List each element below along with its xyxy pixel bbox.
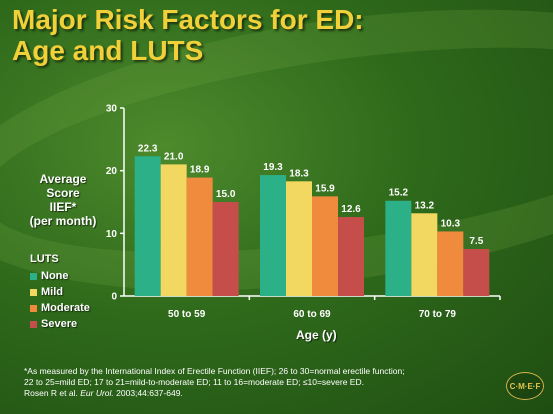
logo-text: C·M·E·F: [509, 381, 541, 391]
bar-value-label: 18.9: [190, 165, 210, 176]
cmef-logo: C·M·E·F: [506, 372, 544, 400]
bar-value-label: 22.3: [138, 143, 158, 154]
legend: LUTS None Mild Moderate Severe: [30, 253, 90, 332]
x-axis-label: Age (y): [296, 328, 337, 342]
y-axis-label-line: (per month): [29, 214, 97, 228]
legend-label: Moderate: [41, 302, 90, 314]
slide-title: Major Risk Factors for ED: Age and LUTS: [12, 4, 364, 66]
title-line-2: Age and LUTS: [12, 35, 204, 66]
legend-swatch: [30, 320, 37, 328]
y-tick-label: 10: [106, 229, 118, 240]
legend-label: None: [41, 270, 69, 282]
bar: [186, 177, 213, 296]
citation: Rosen R et al. Eur Urol. 2003;44:637-649…: [24, 388, 183, 398]
y-axis-label: Average Score IIEF* (per month): [18, 172, 108, 228]
bar-value-label: 7.5: [469, 236, 483, 247]
footnote-line: *As measured by the International Index …: [24, 366, 405, 376]
legend-label: Severe: [41, 318, 78, 330]
bar: [338, 217, 364, 296]
legend-item-mild: Mild: [30, 284, 90, 300]
title-line-1: Major Risk Factors for ED:: [12, 4, 364, 35]
legend-item-none: None: [30, 268, 90, 284]
bar: [463, 249, 490, 296]
legend-swatch: [30, 288, 37, 296]
legend-item-severe: Severe: [30, 316, 90, 332]
x-tick-label: 50 to 59: [168, 309, 206, 320]
bar-value-label: 21.0: [164, 151, 184, 162]
legend-label: Mild: [41, 286, 63, 298]
bar-value-label: 15.0: [216, 189, 236, 200]
bar-value-label: 18.3: [289, 168, 309, 179]
bar-value-label: 12.6: [341, 204, 361, 215]
bar: [160, 164, 187, 296]
legend-title: LUTS: [30, 253, 59, 265]
legend-swatch: [30, 304, 37, 312]
bar: [134, 156, 161, 296]
footnote: *As measured by the International Index …: [24, 366, 494, 388]
bar: [312, 196, 338, 296]
bar-value-label: 13.2: [415, 200, 435, 211]
legend-item-moderate: Moderate: [30, 300, 90, 316]
x-tick-label: 70 to 79: [419, 309, 457, 320]
x-tick-label: 60 to 69: [293, 309, 331, 320]
y-tick-label: 0: [111, 292, 117, 303]
citation-details: 2003;44:637-649.: [113, 388, 183, 398]
bar: [212, 202, 239, 296]
bar: [385, 200, 412, 296]
legend-swatch: [30, 272, 37, 280]
bar-value-label: 15.9: [315, 183, 335, 194]
bar-value-label: 19.3: [263, 162, 283, 173]
bar: [411, 213, 438, 296]
bar: [260, 175, 286, 296]
citation-journal: Eur Urol.: [80, 388, 114, 398]
bar: [437, 231, 464, 296]
y-axis-label-line: IIEF*: [49, 200, 77, 214]
bar: [286, 181, 312, 296]
citation-authors: Rosen R et al.: [24, 388, 81, 398]
y-tick-label: 20: [106, 166, 118, 177]
bar-value-label: 10.3: [441, 218, 461, 229]
y-axis-label-line: Score: [46, 186, 80, 200]
bar-value-label: 15.2: [389, 188, 409, 199]
footnote-line: 22 to 25=mild ED; 17 to 21=mild-to-moder…: [24, 377, 364, 387]
y-axis-label-line: Average: [39, 172, 87, 186]
y-tick-label: 30: [106, 104, 118, 115]
